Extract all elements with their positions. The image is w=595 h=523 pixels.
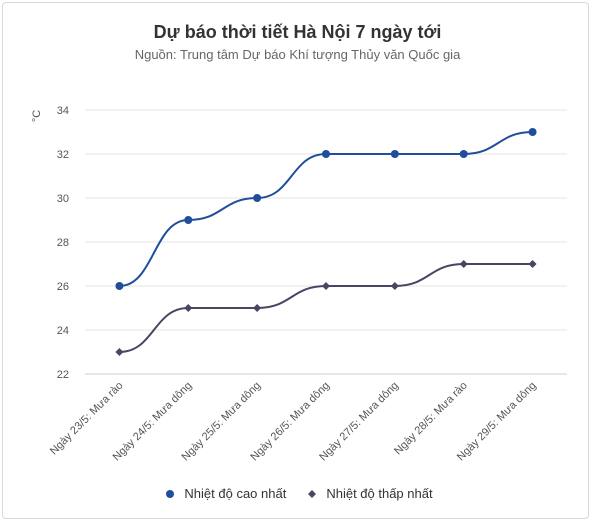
legend: Nhiệt độ cao nhất Nhiệt độ thấp nhất [0,486,595,501]
data-point-high[interactable] [390,150,399,158]
x-tick-label: Ngày 26/5: Mưa dông [248,380,332,464]
data-point-low[interactable] [528,260,537,268]
y-tick-label: 24 [57,325,69,337]
legend-item-low[interactable]: Nhiệt độ thấp nhất [304,486,433,501]
data-point-high[interactable] [528,128,537,136]
data-point-high[interactable] [253,194,262,202]
y-axis-ticks: 22 24 26 28 30 32 34 [57,105,69,381]
series-group [115,128,537,356]
y-axis-unit: °C [31,110,43,122]
y-tick-label: 26 [57,281,69,293]
x-tick-label: Ngày 23/5: Mưa rào [48,380,126,458]
y-tick-label: 30 [57,193,69,205]
data-point-low[interactable] [459,260,468,268]
data-point-high[interactable] [184,216,193,224]
x-tick-label: Ngày 25/5: Mưa dông [180,380,264,464]
data-point-low[interactable] [322,282,330,290]
x-tick-label: Ngày 28/5: Mưa rào [392,380,470,458]
x-tick-label: Ngày 24/5: Mưa dông [111,380,195,464]
grid-lines [85,109,567,375]
data-point-low[interactable] [253,304,262,312]
y-tick-label: 22 [57,369,69,381]
y-tick-label: 32 [57,149,69,161]
data-point-low[interactable] [184,304,193,312]
x-tick-label: Ngày 27/5: Mưa dông [317,380,401,464]
legend-item-high[interactable]: Nhiệt độ cao nhất [162,486,286,501]
x-tick-label: Ngày 29/5: Mưa dông [455,380,539,464]
y-tick-label: 28 [57,237,69,249]
data-point-high[interactable] [322,150,330,158]
y-tick-label: 34 [57,105,69,117]
legend-circle-marker-icon [166,489,175,498]
legend-label-low: Nhiệt độ thấp nhất [326,486,433,501]
data-point-high[interactable] [115,282,124,290]
chart-title: Dự báo thời tiết Hà Nội 7 ngày tới [153,22,442,42]
legend-label-high: Nhiệt độ cao nhất [184,486,287,501]
chart-subtitle: Nguồn: Trung tâm Dự báo Khí tượng Thủy v… [134,47,461,62]
legend-diamond-marker-icon [308,489,317,498]
data-point-low[interactable] [115,348,124,356]
chart-frame [2,2,589,519]
series-line-low [119,262,533,353]
data-point-low[interactable] [390,282,399,290]
data-point-high[interactable] [459,150,468,158]
